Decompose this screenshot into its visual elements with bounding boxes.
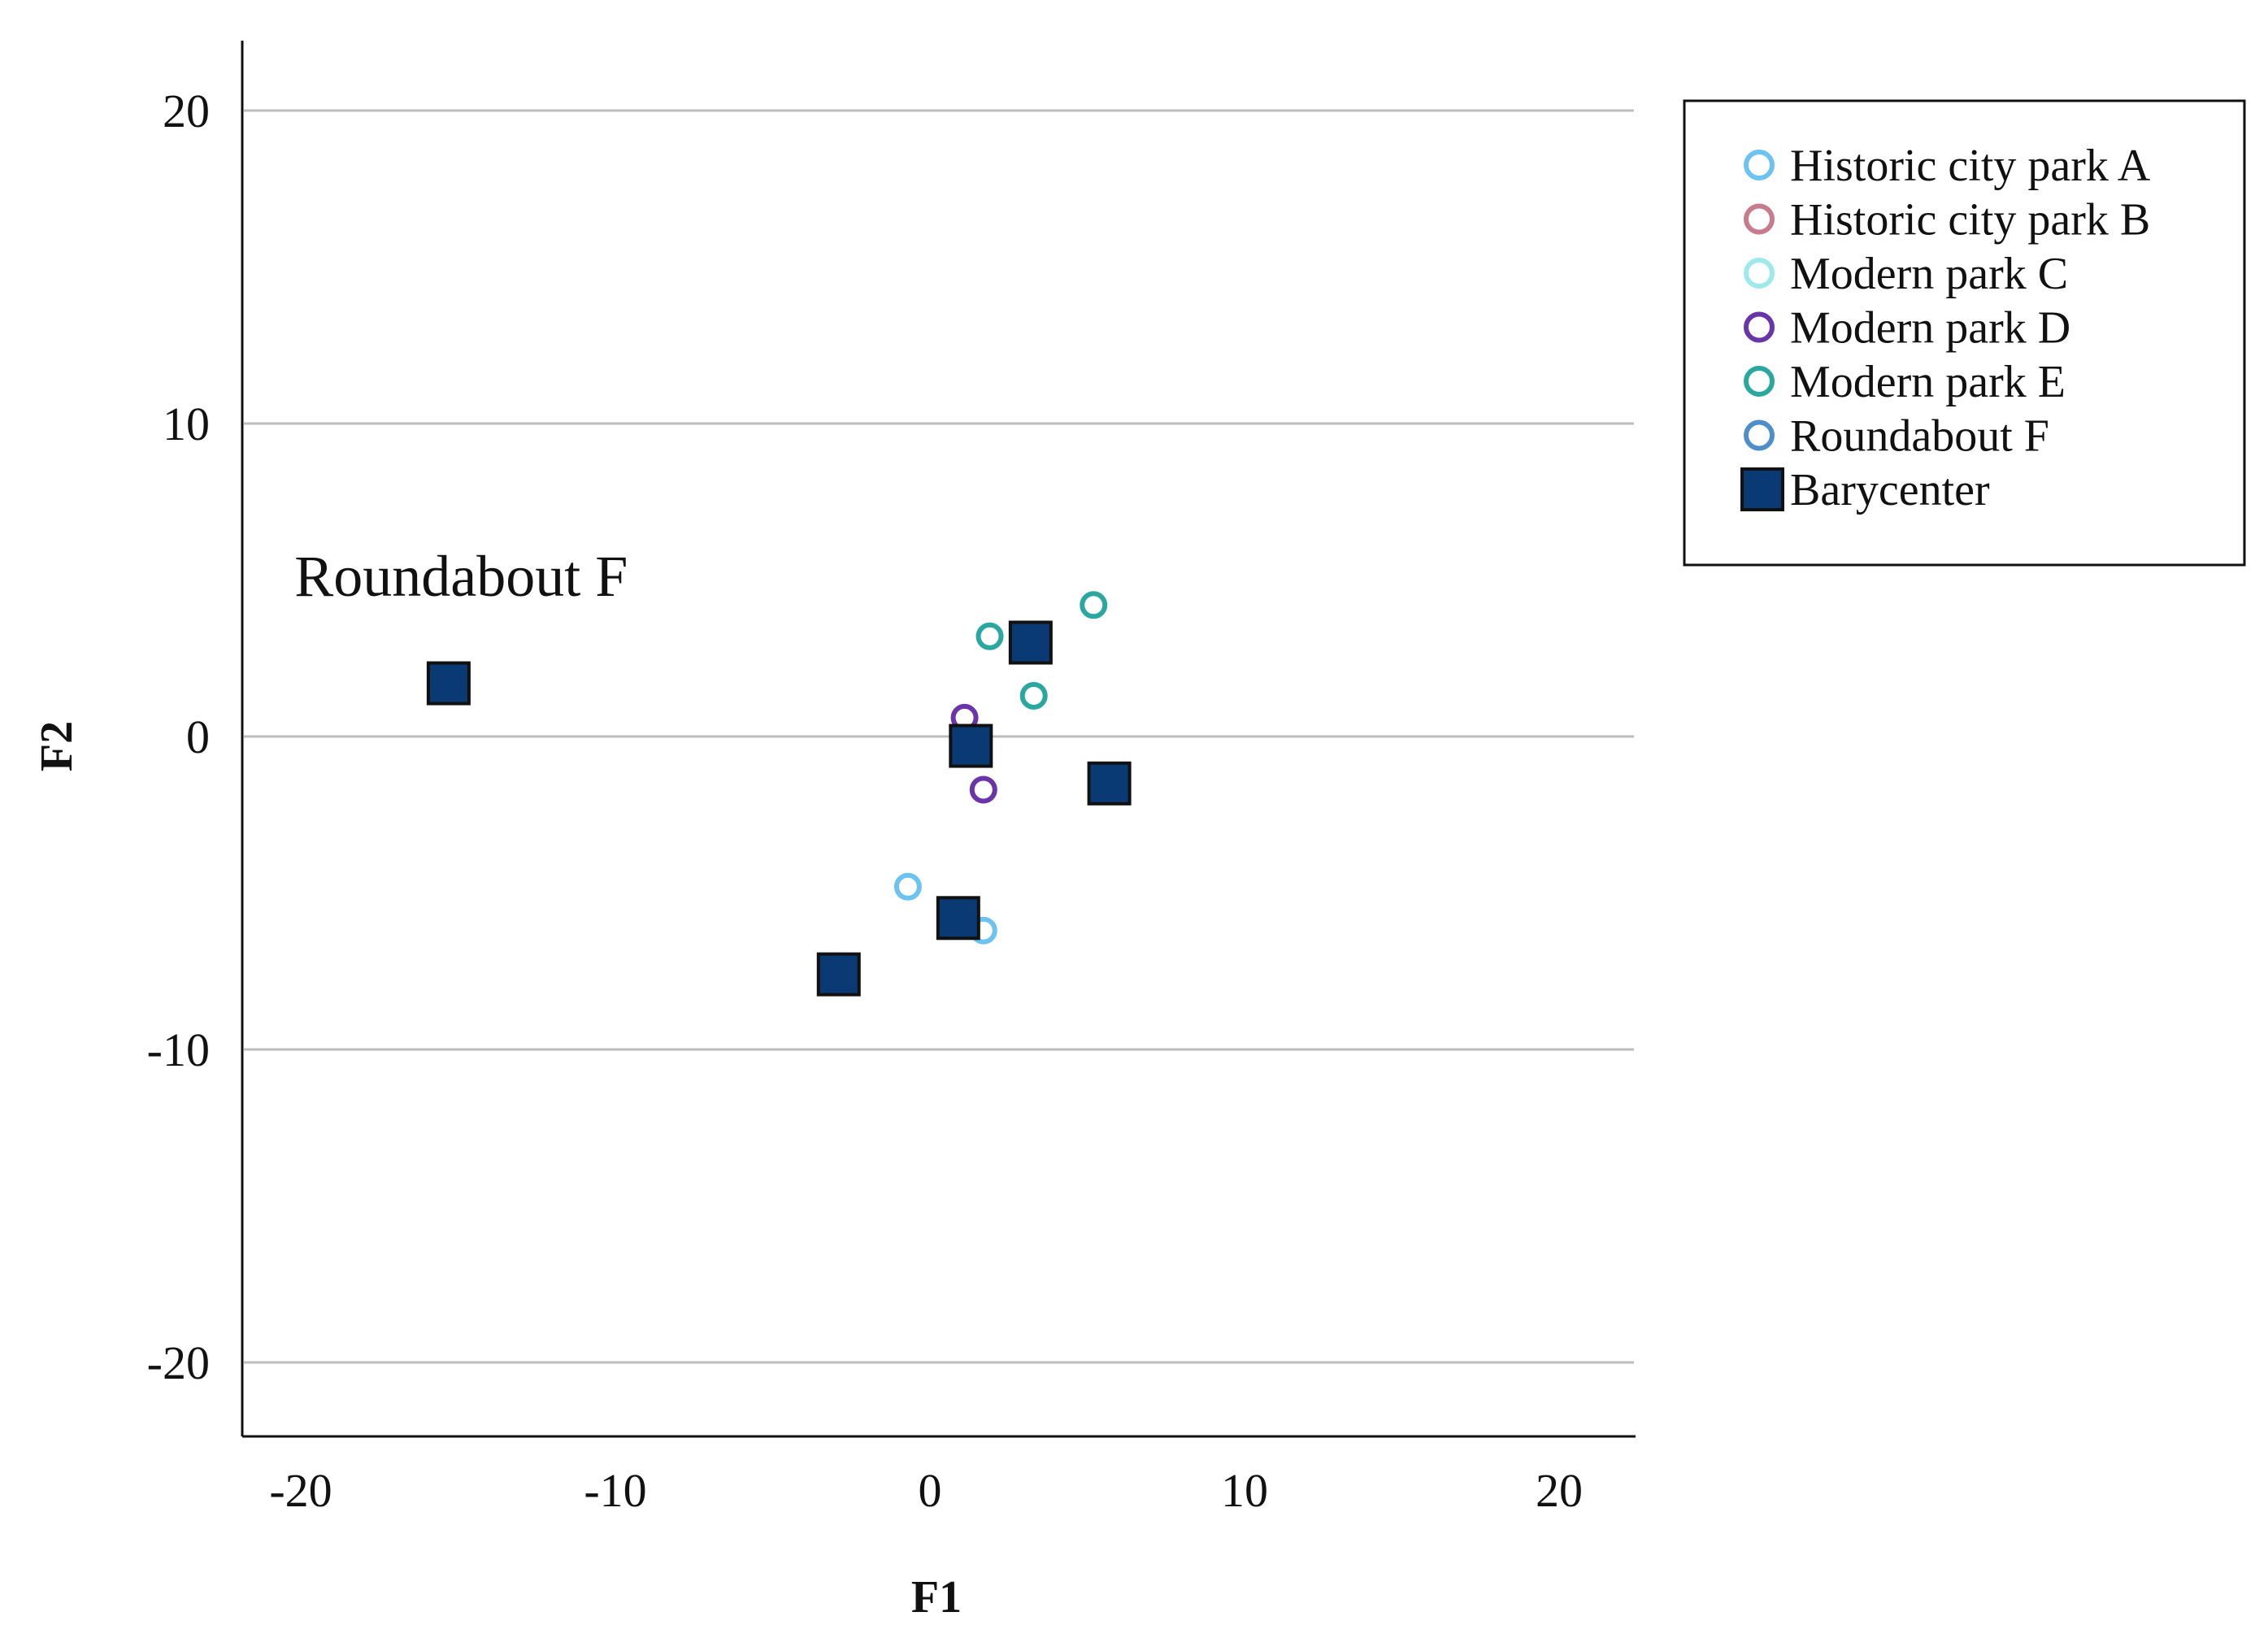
legend-label: Historic city park A bbox=[1790, 141, 2151, 191]
x-tick-label: 0 bbox=[919, 1464, 942, 1517]
y-tick-label: 20 bbox=[163, 85, 210, 137]
legend-marker bbox=[1744, 258, 1775, 289]
barycenter-marker bbox=[936, 896, 980, 941]
legend-marker bbox=[1744, 150, 1775, 180]
legend-label: Barycenter bbox=[1790, 465, 1990, 515]
legend-marker bbox=[1740, 467, 1784, 511]
legend-label: Modern park E bbox=[1790, 357, 2066, 407]
data-point bbox=[1080, 591, 1108, 619]
x-tick-label: -20 bbox=[269, 1464, 332, 1517]
annotations: Roundabout F bbox=[294, 544, 628, 609]
x-tick-label: 20 bbox=[1536, 1464, 1583, 1517]
barycenter-marker bbox=[1087, 761, 1132, 806]
x-axis-label: F1 bbox=[911, 1572, 962, 1623]
data-point bbox=[969, 776, 997, 804]
data-point bbox=[893, 872, 922, 901]
legend-marker bbox=[1744, 419, 1775, 451]
data-points bbox=[426, 591, 1132, 997]
axes bbox=[241, 41, 1636, 1438]
legend-marker bbox=[1744, 366, 1775, 397]
y-tick-label: 10 bbox=[163, 398, 210, 450]
y-tick-label: -10 bbox=[147, 1023, 210, 1076]
barycenter-marker bbox=[949, 723, 993, 768]
data-point bbox=[975, 622, 1004, 650]
y-axis-label: F2 bbox=[32, 721, 82, 771]
x-tick-label: 10 bbox=[1221, 1464, 1268, 1517]
x-tick-label: -10 bbox=[584, 1464, 646, 1517]
y-tick-label: 0 bbox=[186, 710, 210, 763]
barycenter-marker bbox=[426, 661, 471, 706]
legend-label: Historic city park B bbox=[1790, 195, 2150, 245]
barycenter-marker bbox=[1008, 620, 1053, 665]
data-point bbox=[1019, 681, 1048, 710]
y-tick-labels: 20 10 0 -10 -20 bbox=[147, 85, 210, 1389]
legend-label: Roundabout F bbox=[1790, 411, 2049, 462]
gridlines bbox=[244, 109, 1634, 1364]
legend-marker bbox=[1744, 203, 1775, 235]
legend-label: Modern park C bbox=[1790, 249, 2068, 299]
barycenter-marker bbox=[816, 952, 861, 997]
y-tick-label: -20 bbox=[147, 1336, 210, 1389]
annotation-label: Roundabout F bbox=[294, 544, 628, 609]
legend-label: Modern park D bbox=[1790, 303, 2070, 354]
x-tick-labels: -20 -10 0 10 20 bbox=[269, 1464, 1583, 1517]
legend-marker bbox=[1744, 311, 1775, 343]
